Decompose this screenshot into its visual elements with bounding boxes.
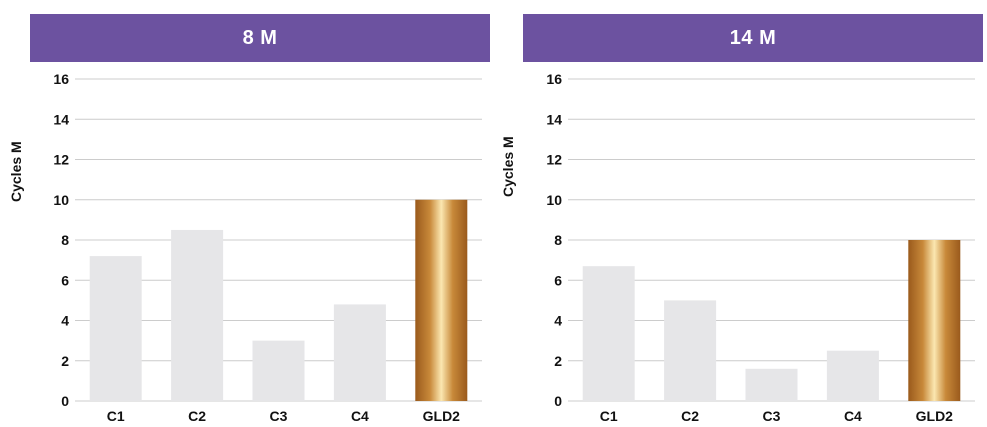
chart-panel-14m: 14 M 0 2 4 6 8 10 12 14 16 C1 C2 C3 C4 GLD2 Cycles M [500,0,983,427]
chart-title: 8 M [242,26,278,49]
bar-c3 [252,340,305,401]
y-tick-label: 10 [53,192,69,208]
y-axis-label: Cycles M [8,141,24,202]
y-axis-label: Cycles M [500,136,516,197]
x-tick-label: C1 [107,408,125,424]
x-tick-label: C2 [188,408,206,424]
bar-chart-8m: 0 2 4 6 8 10 12 14 16 C1 C2 C3 C4 GLD2 [53,71,482,424]
x-tick-label: GLD2 [423,408,461,424]
y-tick-label: 8 [554,232,562,248]
y-tick-label: 0 [554,393,562,409]
x-tick-label: C4 [844,408,862,424]
y-tick-label: 12 [53,152,69,168]
y-tick-label: 10 [546,192,562,208]
x-tick-label: GLD2 [916,408,954,424]
bar-gld2 [908,240,961,401]
chart-panel-8m: 8 M 0 2 4 6 8 10 12 14 16 C1 C2 C3 C4 GLD2 Cycles M [8,0,490,427]
bar-c3 [745,368,798,401]
x-tick-label: C3 [270,408,288,424]
y-tick-label: 2 [61,353,69,369]
y-tick-label: 12 [546,152,562,168]
x-tick-label: C1 [600,408,618,424]
bar-c2 [171,229,224,401]
y-tick-label: 4 [554,313,562,329]
y-tick-label: 4 [61,313,69,329]
x-tick-label: C3 [763,408,781,424]
y-tick-label: 6 [61,272,69,288]
y-tick-label: 16 [53,71,69,87]
bar-c2 [664,300,717,401]
bar-c4 [333,304,386,401]
bar-c1 [89,256,142,401]
bar-gld2 [415,199,468,401]
y-tick-label: 14 [546,111,562,127]
x-tick-label: C2 [681,408,699,424]
x-tick-label: C4 [351,408,369,424]
y-tick-label: 8 [61,232,69,248]
y-tick-label: 14 [53,111,69,127]
y-tick-label: 2 [554,353,562,369]
y-tick-label: 0 [61,393,69,409]
y-tick-label: 6 [554,272,562,288]
chart-title-header: 14 M [523,14,983,62]
y-tick-label: 16 [546,71,562,87]
bar-c1 [582,266,635,401]
chart-title-header: 8 M [30,14,490,62]
bar-c4 [826,350,879,401]
chart-title: 14 M [729,26,777,49]
bar-chart-14m: 0 2 4 6 8 10 12 14 16 C1 C2 C3 C4 GLD2 [546,71,975,424]
